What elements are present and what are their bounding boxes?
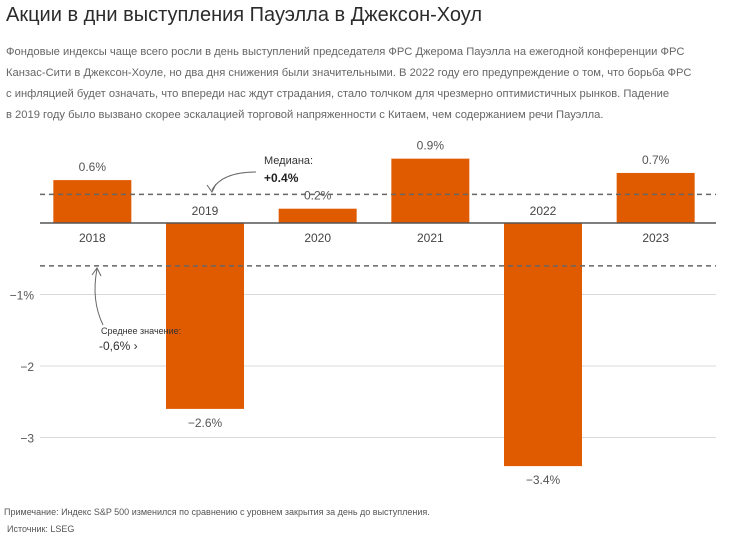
median-annotation-label: Медиана: <box>264 155 313 167</box>
y-tick-label: −2 <box>20 360 34 374</box>
subtitle-line: Канзас-Сити в Джексон-Хоуле, но два дня … <box>6 67 692 79</box>
subtitle-line: Фондовые индексы чаще всего росли в день… <box>6 46 685 58</box>
bar-2021 <box>391 158 470 223</box>
data-label: −3.4% <box>526 473 561 487</box>
mean-arrowhead <box>91 267 102 277</box>
chart-note: Примечание: Индекс S&P 500 изменился по … <box>4 507 430 517</box>
bar-2018 <box>53 180 132 223</box>
median-annotation-value: +0.4% <box>264 171 299 185</box>
x-tick-label: 2022 <box>530 204 557 218</box>
data-label: −2.6% <box>188 416 223 430</box>
bar-2023 <box>616 172 695 223</box>
x-tick-label: 2018 <box>79 231 106 245</box>
x-tick-label: 2021 <box>417 231 444 245</box>
x-tick-label: 2020 <box>304 231 331 245</box>
bar-chart: −1% −2 −3 0.6% 2018 −2.6% 2019 0.2% 2020 0.9% 2021… <box>10 139 716 487</box>
chart-subtitle: Фондовые индексы чаще всего росли в день… <box>6 42 706 126</box>
chart-source: Источник: LSEG <box>7 524 75 534</box>
mean-arrow <box>94 268 104 326</box>
y-tick-label: −1% <box>10 289 35 303</box>
median-arrowhead <box>206 183 217 193</box>
bar-2022 <box>504 223 582 467</box>
y-tick-label: −3 <box>20 432 34 446</box>
data-label: 0.2% <box>304 189 332 203</box>
median-arrow <box>211 171 257 191</box>
data-label: 0.6% <box>79 160 107 174</box>
x-tick-label: 2023 <box>642 231 669 245</box>
subtitle-line: в 2019 году было вызвано скорее эскалаци… <box>6 109 604 121</box>
subtitle-line: с инфляцией будет означать, что впереди … <box>6 88 670 100</box>
chart-title: Акции в дни выступления Пауэлла в Джексо… <box>6 4 483 26</box>
x-tick-label: 2019 <box>192 204 219 218</box>
data-label: 0.7% <box>642 153 670 167</box>
bar-2019 <box>166 223 244 409</box>
data-label: 0.9% <box>417 139 445 153</box>
bar-2020 <box>278 208 357 223</box>
mean-annotation-value: -0,6% › <box>99 339 138 353</box>
mean-annotation-label: Среднее значение: <box>101 326 181 336</box>
